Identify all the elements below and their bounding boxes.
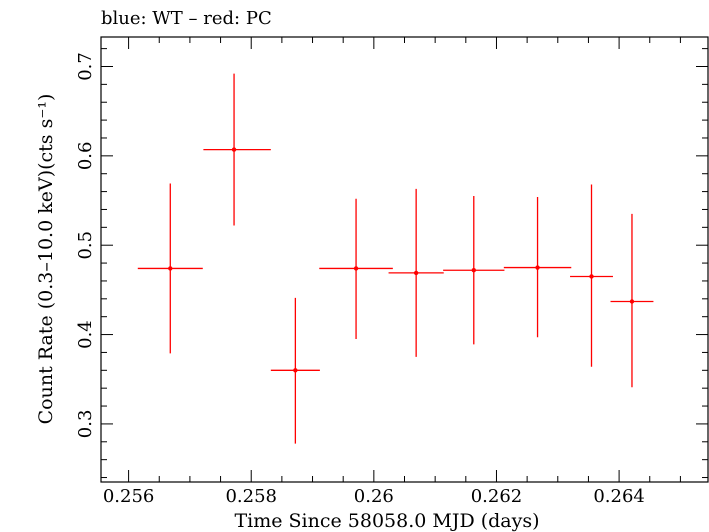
- x-tick-label: 0.258: [225, 486, 277, 507]
- y-tick-label: 0.7: [75, 52, 96, 81]
- data-marker: [589, 274, 594, 279]
- data-point: [388, 188, 444, 357]
- data-points: [137, 73, 654, 444]
- data-marker: [535, 265, 540, 270]
- x-tick-label: 0.262: [471, 486, 523, 507]
- y-tick-label: 0.5: [75, 231, 96, 260]
- data-point: [443, 196, 505, 345]
- axis-ticks: [101, 37, 708, 482]
- data-point: [137, 183, 203, 354]
- chart-title: blue: WT – red: PC: [101, 8, 272, 29]
- data-marker: [231, 147, 237, 152]
- x-tick-label: 0.264: [593, 486, 645, 507]
- x-tick-label: 0.256: [103, 486, 155, 507]
- data-point: [570, 184, 613, 367]
- plot-frame: [100, 36, 709, 483]
- data-marker: [629, 299, 635, 304]
- data-marker: [471, 268, 476, 273]
- y-axis-label: Count Rate (0.3–10.0 keV)(cts s⁻¹): [35, 94, 57, 425]
- data-point: [610, 213, 654, 388]
- data-point: [319, 198, 393, 340]
- x-axis-label: Time Since 58058.0 MJD (days): [234, 510, 539, 532]
- data-marker: [168, 266, 173, 271]
- y-tick-label: 0.3: [75, 410, 96, 439]
- y-tick-labels: 0.3 0.4 0.5 0.6 0.7: [75, 52, 96, 438]
- data-marker: [413, 270, 419, 276]
- data-marker: [353, 266, 359, 271]
- data-point: [203, 73, 271, 226]
- x-tick-label: 0.26: [354, 486, 394, 507]
- data-point: [270, 297, 320, 444]
- y-tick-label: 0.4: [75, 320, 96, 349]
- y-tick-label: 0.6: [75, 142, 96, 171]
- x-tick-labels: 0.256 0.258 0.26 0.262 0.264: [103, 486, 645, 507]
- data-marker: [293, 368, 298, 373]
- data-point: [503, 196, 572, 338]
